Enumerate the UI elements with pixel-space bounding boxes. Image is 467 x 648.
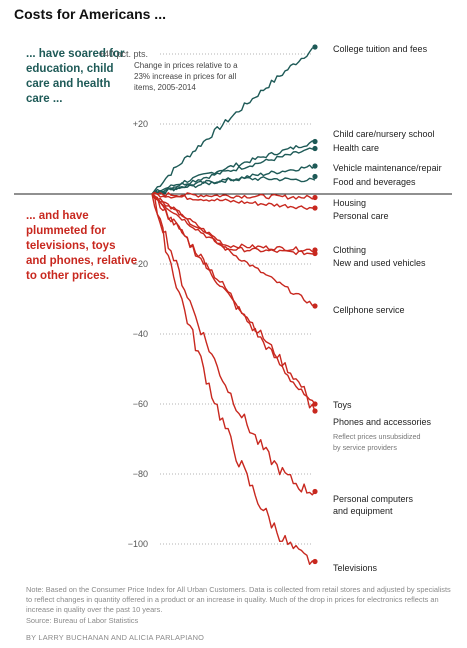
series-line bbox=[151, 193, 316, 412]
intro-falling-costs: ... and have plummeted for televisions, … bbox=[26, 210, 138, 282]
y-tick-label: −80 bbox=[133, 469, 148, 479]
series-line bbox=[151, 46, 316, 195]
series-line bbox=[151, 191, 316, 200]
series-line bbox=[151, 193, 316, 565]
series-endpoint bbox=[312, 558, 318, 565]
source-line: Source: Bureau of Labor Statistics bbox=[26, 616, 139, 625]
series-label: Child care/nursery school bbox=[333, 129, 435, 139]
series-label: Housing bbox=[333, 198, 366, 208]
series-endpoint bbox=[312, 205, 318, 211]
series-label: College tuition and fees bbox=[333, 44, 428, 54]
byline: By LARRY BUCHANAN and ALICIA PARLAPIANO bbox=[26, 633, 205, 642]
series-line bbox=[151, 140, 316, 195]
series-sublabel: Reflect prices unsubsidized bbox=[333, 432, 421, 441]
series-line bbox=[151, 193, 316, 307]
series-endpoint bbox=[312, 250, 318, 257]
series-line bbox=[151, 164, 316, 195]
y-tick-label: +40 pct. pts. bbox=[99, 49, 148, 59]
series-label: Televisions bbox=[333, 563, 378, 573]
intro-rising-costs: ... have soared for education, child car… bbox=[26, 48, 125, 105]
series-label: Food and beverages bbox=[333, 177, 416, 187]
series-labels: College tuition and fees Child care/nurse… bbox=[333, 44, 442, 573]
series-label: Toys bbox=[333, 400, 352, 410]
series-label: Health care bbox=[333, 143, 379, 153]
series-endpoint bbox=[312, 401, 318, 407]
chart-title: Costs for Americans ... bbox=[14, 6, 166, 22]
series-endpoint bbox=[312, 138, 318, 145]
series-endpoint bbox=[312, 408, 318, 414]
series-endpoint bbox=[312, 488, 318, 495]
y-tick-label: −100 bbox=[128, 539, 148, 549]
chart-annotation: Change in prices relative to a 23% incre… bbox=[134, 61, 238, 92]
series-sublabel: by service providers bbox=[333, 443, 397, 452]
y-tick-label: −20 bbox=[133, 259, 148, 269]
series-label: New and used vehicles bbox=[333, 258, 426, 268]
series-line bbox=[151, 176, 316, 195]
series-label: Vehicle maintenance/repair bbox=[333, 163, 442, 173]
series-label: Personal care bbox=[333, 211, 389, 221]
series-endpoint bbox=[312, 145, 318, 152]
series-line bbox=[151, 193, 316, 405]
series-line bbox=[151, 193, 316, 496]
series-lines bbox=[151, 44, 318, 565]
series-endpoint bbox=[312, 163, 318, 169]
series-label: Phones and accessories bbox=[333, 417, 432, 427]
footnote: Note: Based on the Consumer Price Index … bbox=[26, 585, 451, 614]
y-tick-label: +20 bbox=[133, 119, 148, 129]
y-tick-label: −40 bbox=[133, 329, 148, 339]
series-label: Personal computers bbox=[333, 494, 414, 504]
series-label: Cellphone service bbox=[333, 305, 405, 315]
series-endpoint bbox=[312, 303, 318, 309]
series-line bbox=[151, 192, 315, 210]
series-line bbox=[151, 193, 316, 256]
series-endpoint bbox=[312, 44, 318, 50]
series-endpoint bbox=[312, 173, 318, 180]
y-tick-label: −60 bbox=[133, 399, 148, 409]
series-endpoint bbox=[312, 194, 318, 201]
series-label: Clothing bbox=[333, 245, 366, 255]
series-line bbox=[151, 147, 316, 195]
series-label: and equipment bbox=[333, 506, 393, 516]
